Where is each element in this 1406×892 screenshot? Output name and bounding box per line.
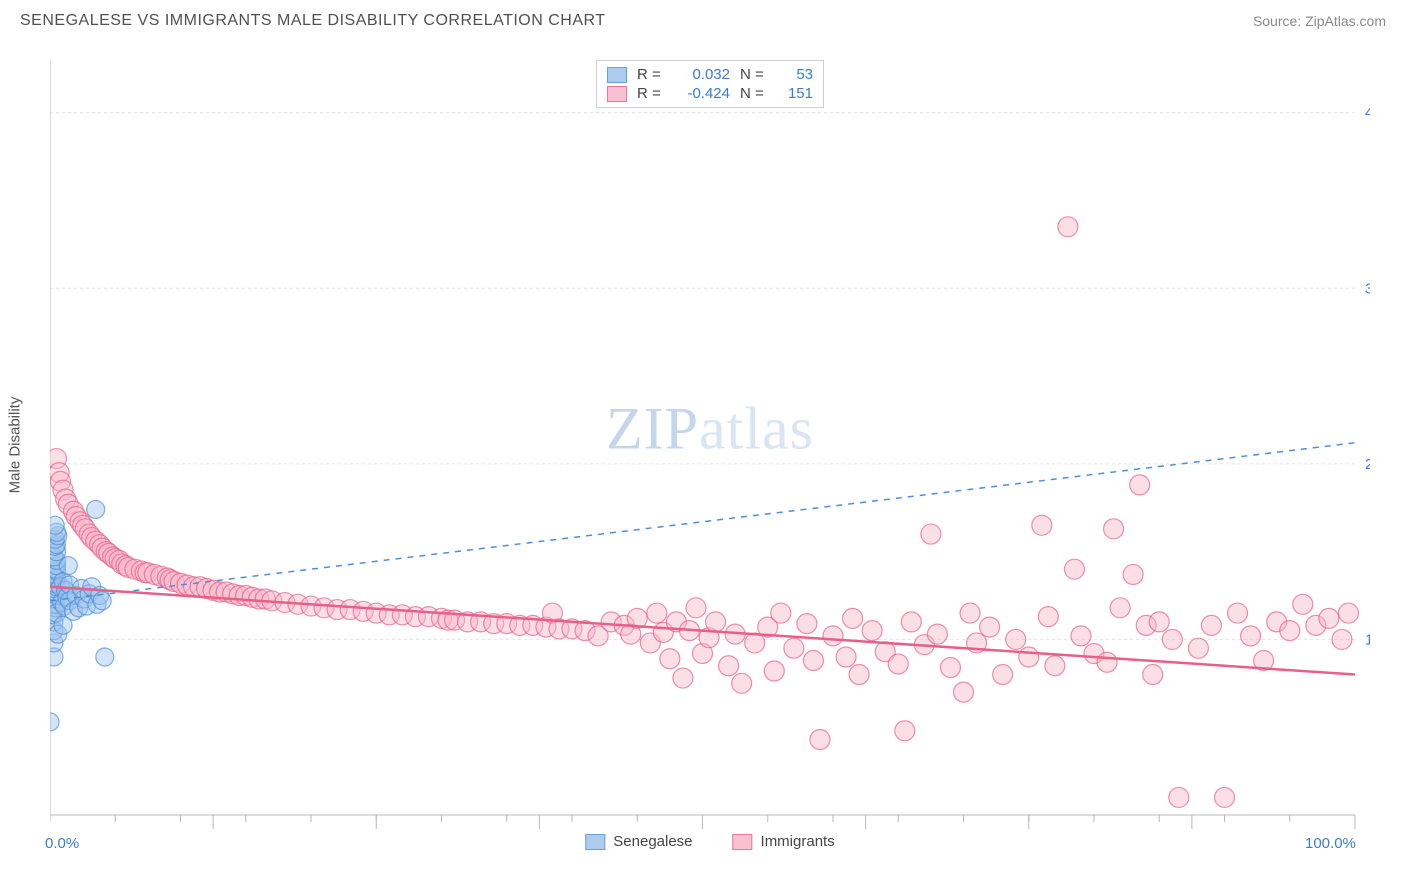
- swatch-senegalese: [585, 834, 605, 850]
- source: Source: ZipAtlas.com: [1253, 13, 1386, 29]
- svg-text:30.0%: 30.0%: [1365, 280, 1370, 297]
- chart-title: SENEGALESE VS IMMIGRANTS MALE DISABILITY…: [20, 12, 606, 30]
- swatch-immigrants: [733, 834, 753, 850]
- watermark-zip: ZIP: [606, 396, 699, 462]
- swatch-immigrants: [607, 86, 627, 102]
- svg-text:10.0%: 10.0%: [1365, 631, 1370, 648]
- watermark-atlas: atlas: [699, 396, 814, 462]
- stats-legend: R = 0.032 N = 53 R = -0.424 N = 151: [596, 60, 824, 108]
- n-label: N =: [740, 66, 768, 83]
- legend-item-senegalese: Senegalese: [585, 833, 692, 850]
- svg-text:20.0%: 20.0%: [1365, 456, 1370, 473]
- immigrants-n-value: 151: [778, 85, 813, 102]
- n-label: N =: [740, 85, 768, 102]
- legend-label-immigrants: Immigrants: [761, 833, 835, 850]
- source-label: Source:: [1253, 13, 1301, 29]
- senegalese-r-value: 0.032: [675, 66, 730, 83]
- senegalese-n-value: 53: [778, 66, 813, 83]
- x-axis-max-label: 100.0%: [1305, 835, 1356, 852]
- stats-row-senegalese: R = 0.032 N = 53: [607, 65, 813, 84]
- swatch-senegalese: [607, 67, 627, 83]
- legend-item-immigrants: Immigrants: [733, 833, 835, 850]
- x-axis-min-label: 0.0%: [45, 835, 79, 852]
- r-label: R =: [637, 85, 665, 102]
- series-legend: Senegalese Immigrants: [585, 833, 834, 850]
- svg-text:40.0%: 40.0%: [1365, 105, 1370, 122]
- immigrants-r-value: -0.424: [675, 85, 730, 102]
- chart-area: Male Disability ZIPatlas 10.0%20.0%30.0%…: [50, 50, 1370, 840]
- legend-label-senegalese: Senegalese: [613, 833, 692, 850]
- r-label: R =: [637, 66, 665, 83]
- source-value: ZipAtlas.com: [1305, 13, 1386, 29]
- stats-row-immigrants: R = -0.424 N = 151: [607, 84, 813, 103]
- watermark: ZIPatlas: [606, 395, 814, 464]
- y-axis-label: Male Disability: [7, 397, 24, 494]
